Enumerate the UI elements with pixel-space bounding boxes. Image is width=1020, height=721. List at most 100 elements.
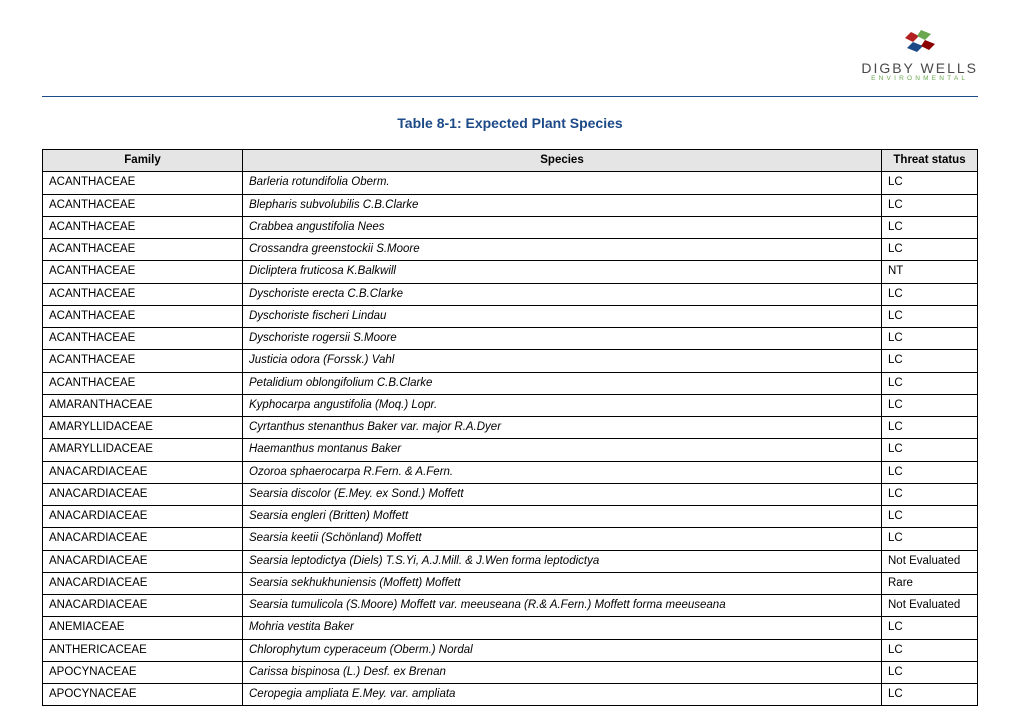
brand-subtitle: ENVIRONMENTAL [861, 75, 978, 82]
cell-family: ANACARDIACEAE [43, 528, 243, 550]
cell-species: Crabbea angustifolia Nees [243, 216, 882, 238]
cell-family: ANACARDIACEAE [43, 572, 243, 594]
table-row: ANACARDIACEAESearsia sekhukhuniensis (Mo… [43, 572, 978, 594]
table-row: AMARANTHACEAEKyphocarpa angustifolia (Mo… [43, 394, 978, 416]
cell-species: Mohria vestita Baker [243, 617, 882, 639]
table-row: ACANTHACEAEDyschoriste erecta C.B.Clarke… [43, 283, 978, 305]
cell-family: APOCYNACEAE [43, 661, 243, 683]
table-row: ACANTHACEAEJusticia odora (Forssk.) Vahl… [43, 350, 978, 372]
cell-threat: LC [882, 394, 978, 416]
cell-species: Searsia leptodictya (Diels) T.S.Yi, A.J.… [243, 550, 882, 572]
page: DIGBY WELLS ENVIRONMENTAL Table 8-1: Exp… [0, 0, 1020, 706]
cell-species: Ceropegia ampliata E.Mey. var. ampliata [243, 684, 882, 706]
cell-family: ANACARDIACEAE [43, 595, 243, 617]
cell-family: AMARYLLIDACEAE [43, 417, 243, 439]
table-row: ACANTHACEAEDyschoriste fischeri LindauLC [43, 305, 978, 327]
table-row: ANACARDIACEAESearsia leptodictya (Diels)… [43, 550, 978, 572]
table-row: ACANTHACEAEPetalidium oblongifolium C.B.… [43, 372, 978, 394]
table-row: ANACARDIACEAESearsia engleri (Britten) M… [43, 506, 978, 528]
cell-species: Crossandra greenstockii S.Moore [243, 239, 882, 261]
cell-family: ACANTHACEAE [43, 172, 243, 194]
cell-threat: LC [882, 194, 978, 216]
cell-species: Ozoroa sphaerocarpa R.Fern. & A.Fern. [243, 461, 882, 483]
cell-species: Carissa bispinosa (L.) Desf. ex Brenan [243, 661, 882, 683]
cell-threat: Rare [882, 572, 978, 594]
cell-family: ACANTHACEAE [43, 216, 243, 238]
cell-family: ACANTHACEAE [43, 283, 243, 305]
cell-family: ACANTHACEAE [43, 305, 243, 327]
header-rule [42, 96, 978, 97]
cell-species: Petalidium oblongifolium C.B.Clarke [243, 372, 882, 394]
cell-threat: NT [882, 261, 978, 283]
cell-threat: LC [882, 239, 978, 261]
header: DIGBY WELLS ENVIRONMENTAL [42, 28, 978, 96]
table-row: ACANTHACEAECrossandra greenstockii S.Moo… [43, 239, 978, 261]
cell-species: Dyschoriste fischeri Lindau [243, 305, 882, 327]
cell-species: Searsia keetii (Schönland) Moffett [243, 528, 882, 550]
table-title: Table 8-1: Expected Plant Species [42, 115, 978, 131]
cell-family: ACANTHACEAE [43, 350, 243, 372]
table-row: ANACARDIACEAESearsia tumulicola (S.Moore… [43, 595, 978, 617]
table-row: AMARYLLIDACEAECyrtanthus stenanthus Bake… [43, 417, 978, 439]
cell-threat: LC [882, 283, 978, 305]
cell-family: APOCYNACEAE [43, 684, 243, 706]
table-row: ANACARDIACEAEOzoroa sphaerocarpa R.Fern.… [43, 461, 978, 483]
cell-species: Barleria rotundifolia Oberm. [243, 172, 882, 194]
cell-threat: Not Evaluated [882, 550, 978, 572]
table-header-row: Family Species Threat status [43, 150, 978, 172]
cell-family: ANACARDIACEAE [43, 483, 243, 505]
cell-family: ACANTHACEAE [43, 372, 243, 394]
cell-threat: LC [882, 372, 978, 394]
cell-threat: LC [882, 350, 978, 372]
cell-threat: LC [882, 506, 978, 528]
cell-threat: LC [882, 305, 978, 327]
table-row: ACANTHACEAEBarleria rotundifolia Oberm.L… [43, 172, 978, 194]
cell-threat: LC [882, 639, 978, 661]
cell-family: ACANTHACEAE [43, 328, 243, 350]
cell-species: Dicliptera fruticosa K.Balkwill [243, 261, 882, 283]
cell-species: Searsia tumulicola (S.Moore) Moffett var… [243, 595, 882, 617]
cell-species: Cyrtanthus stenanthus Baker var. major R… [243, 417, 882, 439]
cell-species: Chlorophytum cyperaceum (Oberm.) Nordal [243, 639, 882, 661]
cell-threat: LC [882, 439, 978, 461]
cell-family: ACANTHACEAE [43, 261, 243, 283]
logo-icon [903, 28, 937, 58]
cell-species: Searsia sekhukhuniensis (Moffett) Moffet… [243, 572, 882, 594]
cell-family: ANACARDIACEAE [43, 550, 243, 572]
table-row: ANACARDIACEAESearsia keetii (Schönland) … [43, 528, 978, 550]
cell-family: ANACARDIACEAE [43, 506, 243, 528]
cell-threat: LC [882, 483, 978, 505]
cell-threat: LC [882, 461, 978, 483]
table-row: ACANTHACEAEDicliptera fruticosa K.Balkwi… [43, 261, 978, 283]
table-row: APOCYNACEAECarissa bispinosa (L.) Desf. … [43, 661, 978, 683]
cell-threat: LC [882, 216, 978, 238]
table-row: AMARYLLIDACEAEHaemanthus montanus BakerL… [43, 439, 978, 461]
cell-threat: LC [882, 417, 978, 439]
table-body: ACANTHACEAEBarleria rotundifolia Oberm.L… [43, 172, 978, 706]
cell-species: Searsia discolor (E.Mey. ex Sond.) Moffe… [243, 483, 882, 505]
species-table: Family Species Threat status ACANTHACEAE… [42, 149, 978, 706]
cell-threat: LC [882, 328, 978, 350]
table-row: ANACARDIACEAESearsia discolor (E.Mey. ex… [43, 483, 978, 505]
col-header-family: Family [43, 150, 243, 172]
cell-species: Dyschoriste erecta C.B.Clarke [243, 283, 882, 305]
cell-family: ACANTHACEAE [43, 239, 243, 261]
cell-threat: LC [882, 172, 978, 194]
cell-threat: LC [882, 684, 978, 706]
table-row: ACANTHACEAECrabbea angustifolia NeesLC [43, 216, 978, 238]
cell-species: Searsia engleri (Britten) Moffett [243, 506, 882, 528]
cell-family: AMARANTHACEAE [43, 394, 243, 416]
table-row: ANTHERICACEAEChlorophytum cyperaceum (Ob… [43, 639, 978, 661]
table-row: APOCYNACEAECeropegia ampliata E.Mey. var… [43, 684, 978, 706]
table-row: ACANTHACEAEBlepharis subvolubilis C.B.Cl… [43, 194, 978, 216]
table-row: ACANTHACEAEDyschoriste rogersii S.MooreL… [43, 328, 978, 350]
cell-species: Kyphocarpa angustifolia (Moq.) Lopr. [243, 394, 882, 416]
cell-family: ANTHERICACEAE [43, 639, 243, 661]
brand-name: DIGBY WELLS [861, 60, 978, 76]
logo: DIGBY WELLS ENVIRONMENTAL [861, 28, 978, 82]
cell-family: ANACARDIACEAE [43, 461, 243, 483]
cell-threat: Not Evaluated [882, 595, 978, 617]
cell-threat: LC [882, 661, 978, 683]
table-row: ANEMIACEAEMohria vestita BakerLC [43, 617, 978, 639]
cell-species: Haemanthus montanus Baker [243, 439, 882, 461]
